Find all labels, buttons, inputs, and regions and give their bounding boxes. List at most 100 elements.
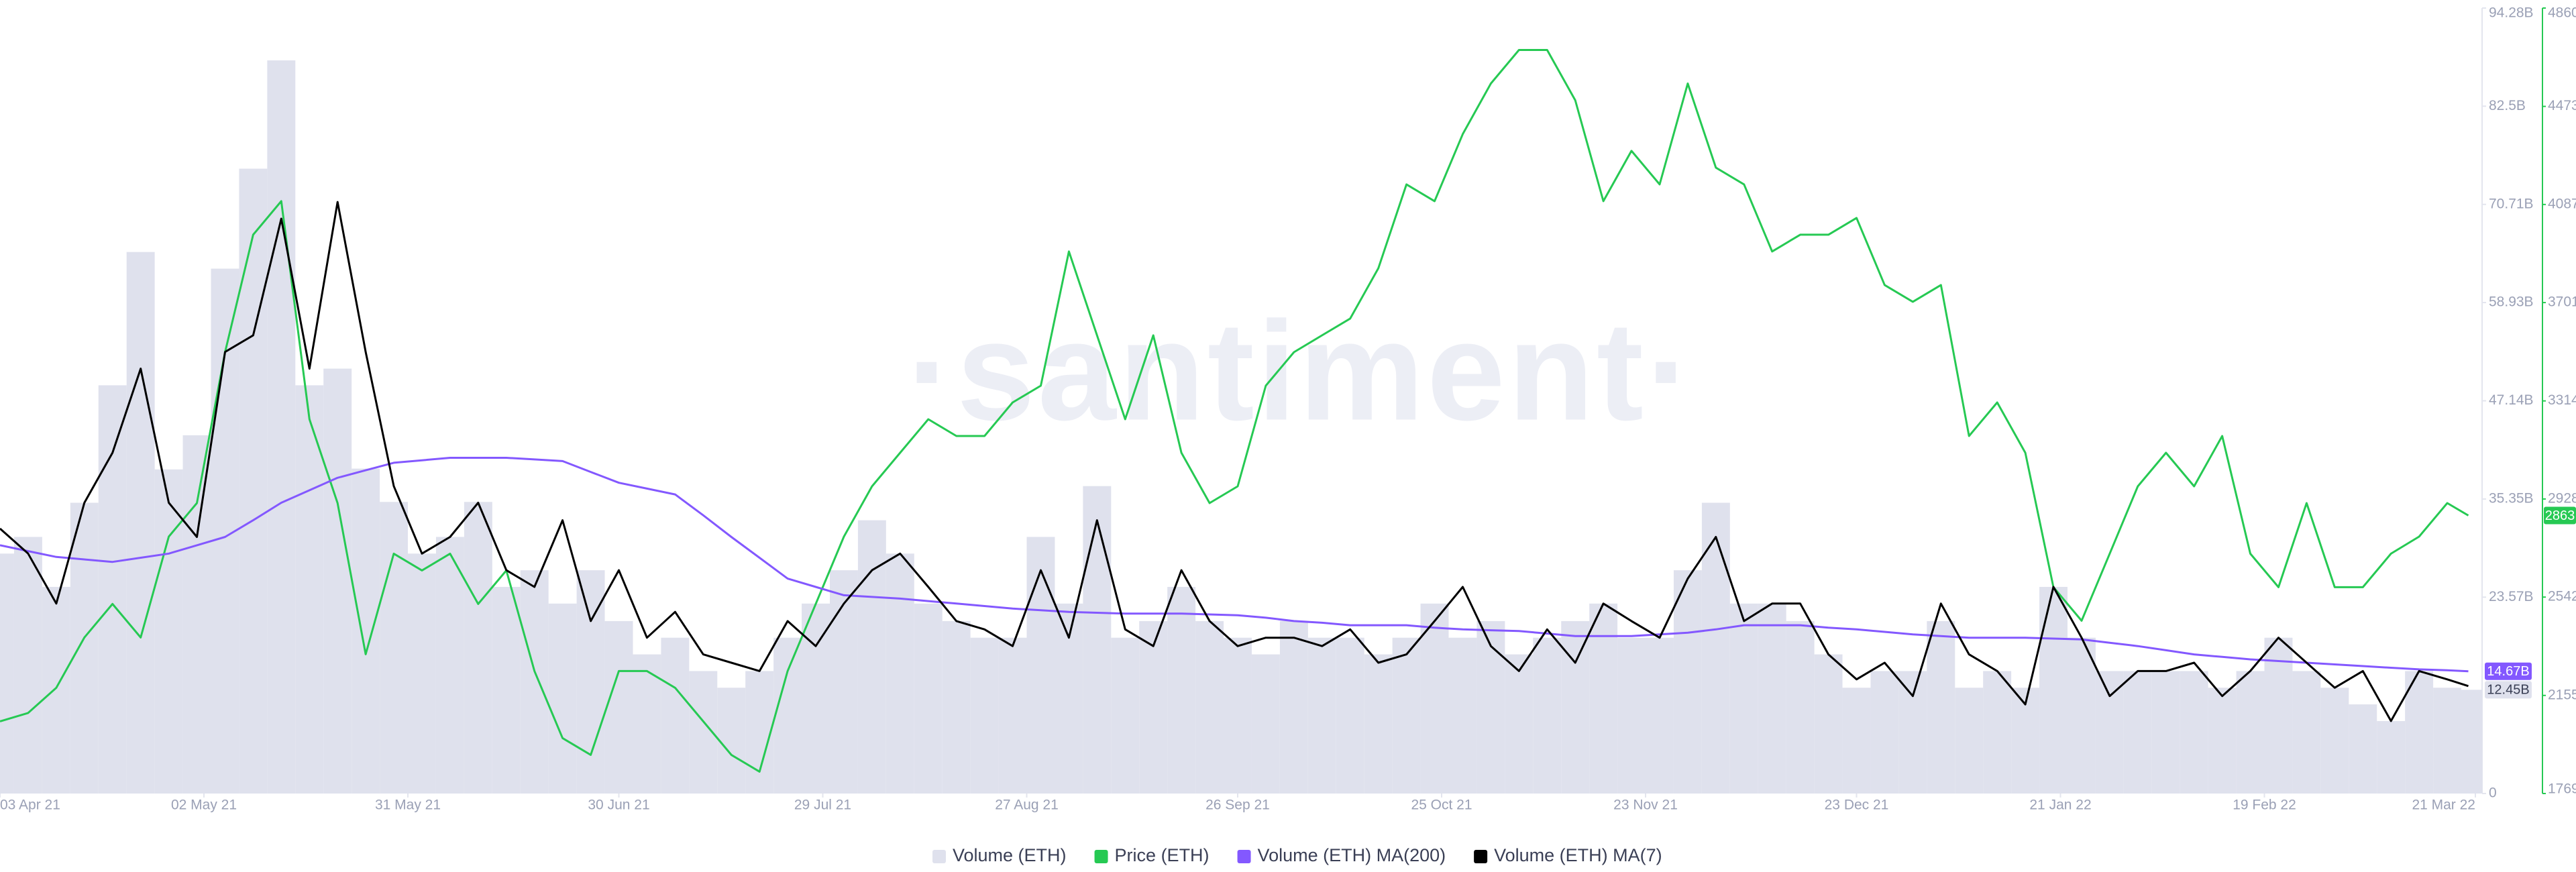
x-tick-label: 26 Sep 21 xyxy=(1205,798,1270,813)
volume-bar xyxy=(70,502,99,794)
volume-bar xyxy=(2264,637,2293,794)
line-series xyxy=(0,201,2469,722)
volume-bar xyxy=(1533,637,1562,794)
volume-bar xyxy=(970,637,999,794)
volume-bar xyxy=(98,385,127,794)
volume-bar xyxy=(2208,688,2237,794)
y-tick-label: 47.14B xyxy=(2489,392,2534,408)
last-value-badge xyxy=(2485,681,2532,699)
volume-bar xyxy=(2377,720,2406,794)
volume-bar xyxy=(182,435,211,794)
volume-bar xyxy=(857,520,886,794)
y2-tick-label: 3701 xyxy=(2548,294,2576,310)
volume-bar xyxy=(295,385,324,794)
y2-tick-label: 4473 xyxy=(2548,98,2576,113)
y2-tick-label: 4860 xyxy=(2548,5,2576,21)
volume-bar xyxy=(1561,620,1590,794)
volume-bar xyxy=(1505,654,1534,794)
volume-bar xyxy=(1898,671,1927,794)
volume-bar xyxy=(2405,671,2434,794)
volume-bar xyxy=(2236,671,2265,794)
last-value-label: 12.45B xyxy=(2487,683,2529,698)
volume-bar xyxy=(914,603,943,794)
volume-bar xyxy=(1617,637,1646,794)
volume-bar xyxy=(2454,690,2483,794)
volume-bar xyxy=(1167,586,1196,794)
y2-tick-label: 1769 xyxy=(2548,781,2576,797)
volume-bar xyxy=(1448,637,1477,794)
y-tick-label: 35.35B xyxy=(2489,490,2534,506)
volume-bar xyxy=(464,502,492,794)
legend-swatch xyxy=(1237,850,1251,863)
legend: Volume (ETH) Price (ETH) Volume (ETH) MA(2… xyxy=(932,845,1662,865)
volume-bar xyxy=(380,502,409,794)
volume-bar xyxy=(1842,688,1871,794)
line-series xyxy=(0,49,2469,773)
volume-bar xyxy=(633,654,661,794)
volume-bar xyxy=(323,368,352,794)
last-value-label: 2863 xyxy=(2545,508,2575,523)
volume-bar xyxy=(2151,671,2180,794)
legend-label: Volume (ETH) MA(7) xyxy=(1494,845,1662,865)
volume-bar xyxy=(126,252,155,794)
x-tick-label: 03 Apr 21 xyxy=(0,798,60,813)
x-tick-label: 31 May 21 xyxy=(375,798,441,813)
watermark: ·santiment· xyxy=(907,292,1696,449)
volume-bar xyxy=(1111,637,1140,794)
volume-bar xyxy=(1055,603,1083,794)
y-tick-label: 23.57B xyxy=(2489,589,2534,604)
volume-bar xyxy=(1786,620,1815,794)
y-tick-label: 70.71B xyxy=(2489,196,2534,211)
volume-bar xyxy=(1927,620,1955,794)
volume-bar xyxy=(0,553,14,794)
volume-bar xyxy=(42,586,70,794)
volume-bar xyxy=(773,637,802,794)
line-series xyxy=(0,457,2469,673)
legend-swatch xyxy=(1094,850,1108,863)
volume-bar xyxy=(1477,620,1505,794)
legend-label: Volume (ETH) xyxy=(953,845,1067,865)
volume-bar xyxy=(1195,620,1224,794)
y-tick-label: 58.93B xyxy=(2489,294,2534,310)
volume-bar xyxy=(576,570,605,794)
volume-bar xyxy=(154,469,183,794)
volume-bar xyxy=(239,168,268,794)
volume-bar xyxy=(998,637,1027,794)
legend-label: Price (ETH) xyxy=(1115,845,1210,865)
y2-tick-label: 4087 xyxy=(2548,196,2576,211)
volume-bar xyxy=(1729,603,1758,794)
volume-bar xyxy=(1589,603,1618,794)
volume-bar xyxy=(1251,654,1280,794)
volume-bar xyxy=(408,553,436,794)
volume-bar xyxy=(548,603,577,794)
volume-bar xyxy=(2095,671,2124,794)
x-tick-label: 23 Nov 21 xyxy=(1613,798,1678,813)
volume-bar xyxy=(885,553,914,794)
volume-bar xyxy=(1758,603,1786,794)
last-value-badge xyxy=(2544,506,2576,525)
x-tick-label: 02 May 21 xyxy=(171,798,237,813)
volume-bar xyxy=(435,537,464,794)
legend-swatch xyxy=(932,850,946,863)
volume-bar xyxy=(2320,688,2349,794)
volume-bar xyxy=(604,620,633,794)
x-tick-label: 23 Dec 21 xyxy=(1825,798,1889,813)
legend-label: Volume (ETH) MA(200) xyxy=(1258,845,1446,865)
volume-bar xyxy=(1646,637,1674,794)
last-value-badge xyxy=(2485,662,2532,680)
y2-tick-label: 2928 xyxy=(2548,490,2576,506)
x-tick-label: 21 Jan 22 xyxy=(2029,798,2091,813)
volume-bar xyxy=(2067,637,2096,794)
x-tick-label: 27 Aug 21 xyxy=(995,798,1059,813)
y2-tick-label: 3314 xyxy=(2548,392,2576,408)
volume-bar xyxy=(1336,637,1364,794)
volume-bar xyxy=(1026,537,1055,794)
volume-bar xyxy=(1224,637,1252,794)
volume-bar xyxy=(1701,502,1730,794)
volume-bar xyxy=(2292,671,2321,794)
volume-bar xyxy=(2180,671,2208,794)
volume-bar xyxy=(492,586,521,794)
volume-bar xyxy=(1814,654,1843,794)
volume-bar xyxy=(1673,570,1702,794)
